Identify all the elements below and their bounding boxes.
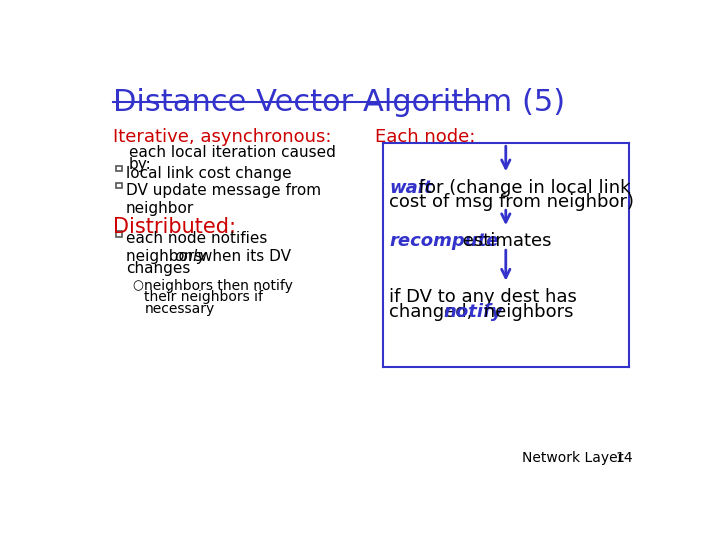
Text: ○: ○ [132, 279, 143, 292]
Text: necessary: necessary [144, 302, 215, 316]
Text: estimates: estimates [457, 232, 552, 250]
Bar [117, 231, 122, 237]
Text: wait: wait [389, 179, 433, 197]
Text: only: only [174, 249, 207, 264]
Text: Iterative, asynchronous:: Iterative, asynchronous: [113, 128, 332, 146]
Text: recompute: recompute [389, 232, 499, 250]
Text: Network Layer: Network Layer [523, 451, 624, 465]
Text: by:: by: [129, 157, 151, 172]
Text: each local iteration caused: each local iteration caused [129, 145, 336, 160]
Text: for (change in local link: for (change in local link [413, 179, 631, 197]
Text: neighbors then notify: neighbors then notify [144, 279, 293, 293]
Bar [117, 183, 122, 188]
Text: their neighbors if: their neighbors if [144, 291, 264, 305]
Text: when its DV: when its DV [195, 249, 292, 264]
Text: DV update message from: DV update message from [126, 183, 321, 198]
Text: each node notifies: each node notifies [126, 231, 267, 246]
Text: changes: changes [126, 261, 190, 276]
Text: neighbors: neighbors [477, 303, 573, 321]
Text: Distributed:: Distributed: [113, 217, 236, 237]
Text: Each node:: Each node: [375, 128, 476, 146]
Text: notify: notify [444, 303, 503, 321]
Text: 14: 14 [616, 451, 633, 465]
Text: if DV to any dest has: if DV to any dest has [389, 288, 577, 306]
Text: Distance Vector Algorithm (5): Distance Vector Algorithm (5) [113, 88, 565, 117]
Bar [117, 166, 122, 171]
Text: neighbors: neighbors [126, 249, 207, 264]
Text: cost of msg from neighbor): cost of msg from neighbor) [389, 193, 634, 211]
Text: changed,: changed, [389, 303, 478, 321]
Text: local link cost change: local link cost change [126, 166, 292, 181]
Text: neighbor: neighbor [126, 201, 194, 216]
